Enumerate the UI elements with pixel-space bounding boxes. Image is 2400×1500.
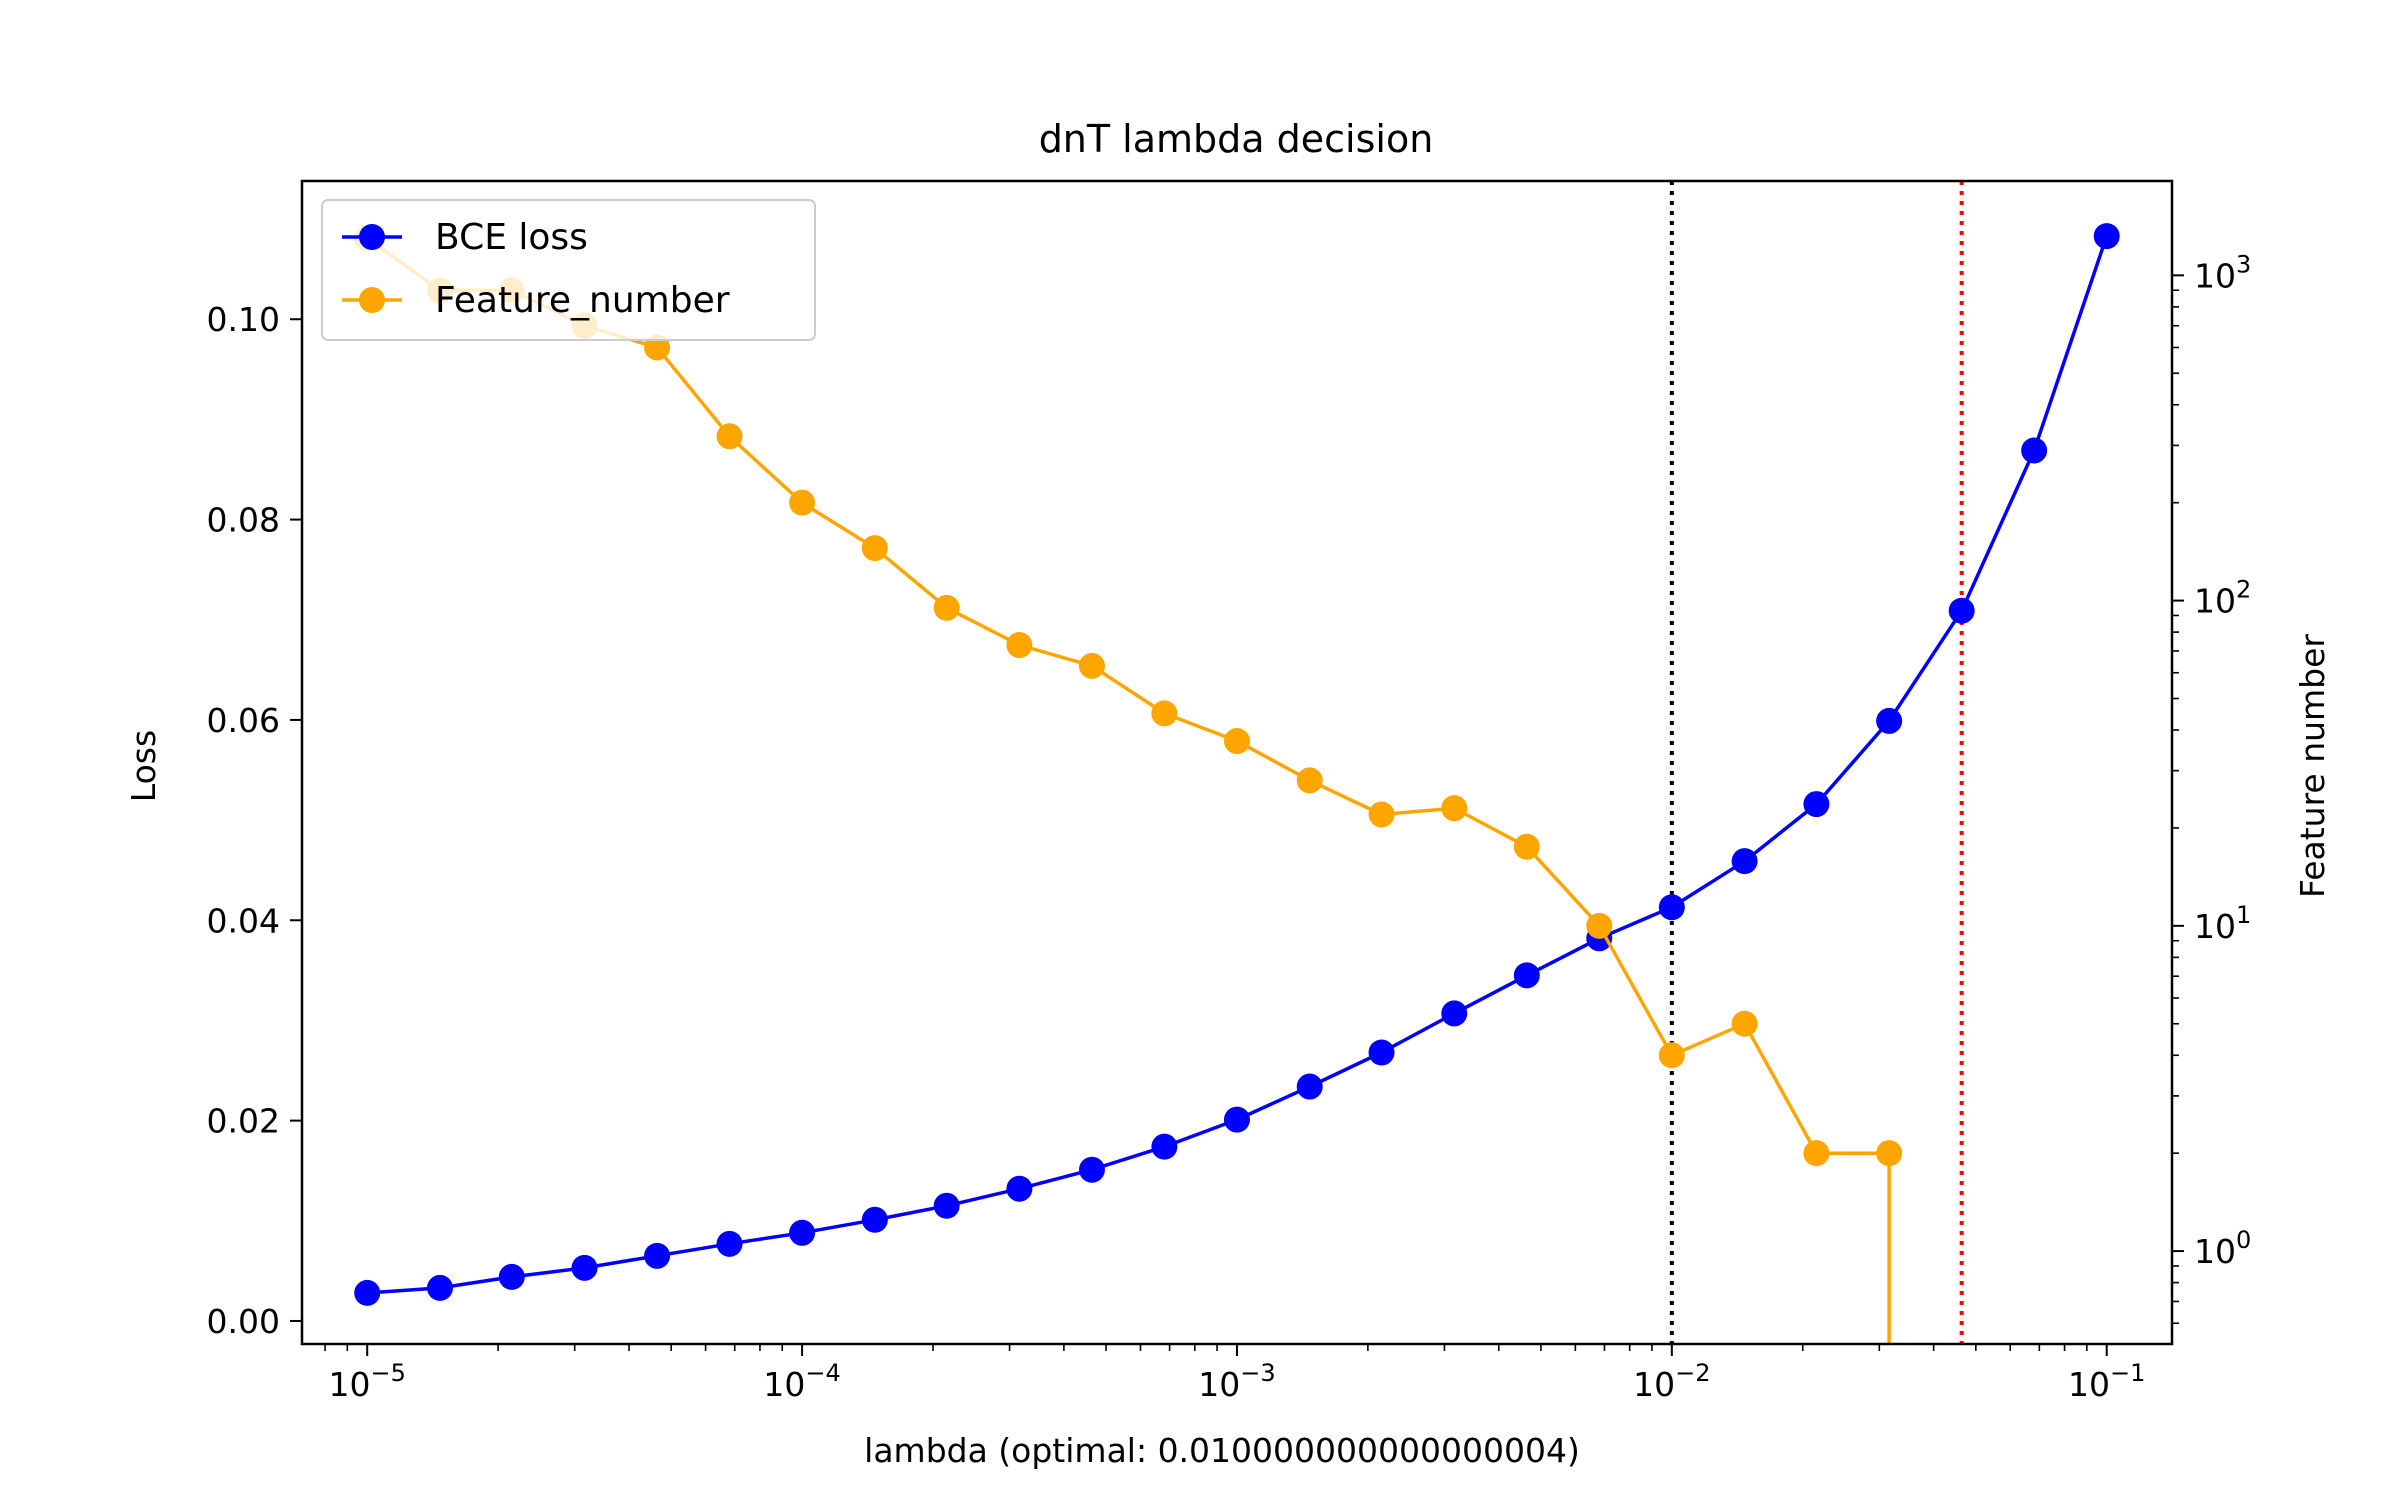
legend-marker [359,287,385,313]
y2-tick-label-exponent: 3 [2236,250,2251,278]
data-point [1876,1140,1903,1167]
data-point [861,535,888,562]
x-tick-label: 10−3 [1198,1359,1275,1404]
x-tick-label: 10−1 [2068,1359,2145,1404]
y-tick-label: 0.08 [207,501,280,540]
data-point [1876,707,1903,734]
y2-tick-label-exponent: 0 [2236,1226,2251,1254]
data-point [1803,791,1830,818]
data-point [716,1230,743,1257]
data-point [789,1219,816,1246]
axes-frame [300,179,2174,1346]
legend-box [321,199,816,341]
x-tick-label-exponent: −3 [1240,1359,1275,1387]
data-point [498,1263,525,1290]
y2-tick-label-mantissa: 10 [2194,582,2236,621]
y2-tick-label: 101 [2194,901,2251,946]
x-tick-label: 10−5 [329,1359,406,1404]
data-point [1803,1140,1830,1167]
data-point [1368,1039,1395,1066]
data-point [426,1274,453,1301]
legend-label: Feature_number [435,280,730,321]
y2-tick-label-exponent: 2 [2236,576,2251,604]
x-tick-label-mantissa: 10 [329,1365,371,1404]
x-tick-label-exponent: −1 [2110,1359,2145,1387]
data-point [1006,632,1033,659]
x-tick-label-mantissa: 10 [1633,1365,1675,1404]
x-tick-label-exponent: −2 [1675,1359,1710,1387]
data-point [1223,1106,1250,1133]
data-point [571,1254,598,1281]
data-point [1586,912,1613,939]
plot-area: 10−5 10−4 10−3 10−2 10−10.000.020.040.060.08… [207,179,2251,1404]
x-axis-label: lambda (optimal: 0.010000000000000004) [864,1431,1580,1470]
y2-tick-label: 100 [2194,1226,2251,1271]
data-point [1441,1000,1468,1027]
data-point [933,594,960,621]
data-point [1948,597,1975,624]
data-point [1078,1156,1105,1183]
y-tick-label: 0.06 [207,701,280,740]
series-line [366,236,1891,1344]
data-point [1441,795,1468,822]
data-point [1658,1042,1685,1069]
data-point [1368,801,1395,828]
data-point [1006,1175,1033,1202]
y2-tick-label-mantissa: 10 [2194,907,2236,946]
y2-tick-label-mantissa: 10 [2194,256,2236,295]
y-tick-label: 0.00 [207,1302,280,1341]
data-point [2021,437,2048,464]
data-point [644,1242,671,1269]
series-line [367,235,2109,1295]
legend: BCE loss Feature_number [321,199,816,341]
data-point [1296,767,1323,794]
y2-tick-label: 103 [2194,250,2251,295]
data-point [1731,848,1758,875]
x-tick-label-mantissa: 10 [1198,1365,1240,1404]
y-tick-label: 0.10 [207,300,280,339]
data-point [1513,833,1540,860]
y-tick-label: 0.02 [207,1102,280,1141]
data-point [354,1279,381,1306]
data-point [1078,652,1105,679]
x-tick-label: 10−2 [1633,1359,1710,1404]
x-tick-label-mantissa: 10 [763,1365,805,1404]
y2-tick-label: 102 [2194,576,2251,621]
legend-label: BCE loss [435,217,588,258]
x-tick-label-exponent: −4 [805,1359,840,1387]
data-point [1296,1073,1323,1100]
y-axis-label: Loss [124,730,163,802]
chart-title: dnT lambda decision [1039,117,1434,161]
y-tick-label: 0.04 [207,901,280,940]
data-point [1513,962,1540,989]
data-point [716,423,743,450]
y2-axis-label: Feature number [2293,634,2332,898]
data-point [1223,728,1250,755]
x-tick-label-exponent: −5 [371,1359,406,1387]
data-point [2093,223,2120,250]
data-point [1151,1133,1178,1160]
data-point [933,1192,960,1219]
data-point [1658,894,1685,921]
legend-marker [359,224,385,250]
x-tick-label-mantissa: 10 [2068,1365,2110,1404]
data-point [861,1206,888,1233]
data-point [789,489,816,516]
y2-tick-label-exponent: 1 [2236,901,2251,929]
data-point [1151,700,1178,727]
x-tick-label: 10−4 [763,1359,840,1404]
data-point [1731,1010,1758,1037]
y2-tick-label-mantissa: 10 [2194,1232,2236,1271]
